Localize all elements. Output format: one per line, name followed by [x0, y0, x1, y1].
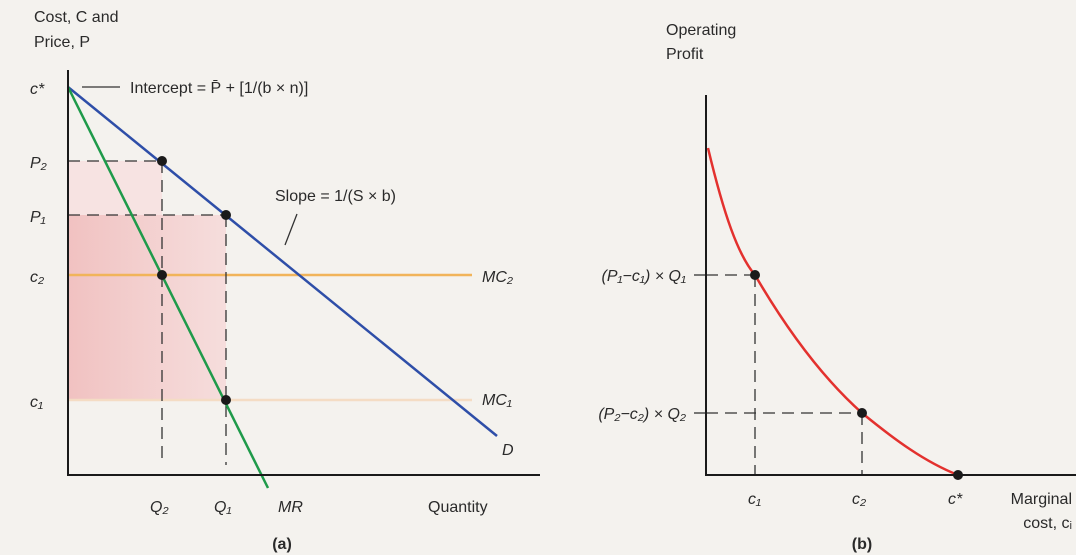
marginal-revenue-line	[66, 86, 270, 489]
panel-a-axes	[67, 70, 540, 476]
tick-c1-a: c₁	[30, 394, 43, 411]
tick-c-star-a: c*	[30, 81, 45, 98]
tick-p1: P₁	[30, 209, 46, 226]
mc2-label: MC₂	[482, 269, 513, 286]
mc1-label: MC₁	[482, 392, 512, 409]
point-c-star	[953, 470, 963, 480]
panel-b-x-title-2: cost, cᵢ	[1023, 515, 1072, 532]
panel-b: Operating Profit Marginal cost, cᵢ (P₁−c…	[598, 22, 1076, 553]
demand-line	[67, 86, 498, 437]
tick-profit1: (P₁−c₁) × Q₁	[602, 268, 687, 285]
panel-a-y-title-2: Price, P	[34, 34, 90, 51]
panel-b-x-title-1: Marginal	[1011, 491, 1072, 508]
mr-label: MR	[278, 499, 303, 516]
panel-a-x-title: Quantity	[428, 499, 488, 516]
profit-curve	[706, 147, 959, 477]
panel-a-y-title-1: Cost, C and	[34, 9, 118, 26]
point-c2-q2	[157, 270, 167, 280]
panel-b-axes	[705, 95, 1076, 476]
tick-c2-a: c₂	[30, 269, 44, 286]
point-p1-q1	[221, 210, 231, 220]
point-p2-q2	[157, 156, 167, 166]
tick-p2: P₂	[30, 155, 47, 172]
point-c1-q1	[221, 395, 231, 405]
panel-a-caption: (a)	[272, 536, 292, 553]
tick-profit2: (P₂−c₂) × Q₂	[598, 406, 686, 423]
tick-c1-b: c₁	[748, 491, 761, 508]
intercept-note: Intercept = P̄ + [1/(b × n)]	[130, 80, 308, 97]
tick-q1: Q₁	[214, 499, 232, 516]
point-profit2	[857, 408, 867, 418]
tick-c-star-b: c*	[948, 491, 963, 508]
tick-q2: Q₂	[150, 499, 169, 516]
demand-label: D	[502, 442, 514, 459]
panel-b-y-title-2: Profit	[666, 46, 704, 63]
panel-b-caption: (b)	[852, 536, 872, 553]
point-profit1	[750, 270, 760, 280]
panel-b-y-title-1: Operating	[666, 22, 736, 39]
tick-c2-b: c₂	[852, 491, 866, 508]
slope-pointer	[284, 213, 298, 246]
profit-area-shade-p2	[68, 161, 162, 215]
panel-a: Cost, C and Price, P Quantity c* P₂ P₁ c…	[30, 9, 540, 553]
slope-note: Slope = 1/(S × b)	[275, 188, 396, 205]
